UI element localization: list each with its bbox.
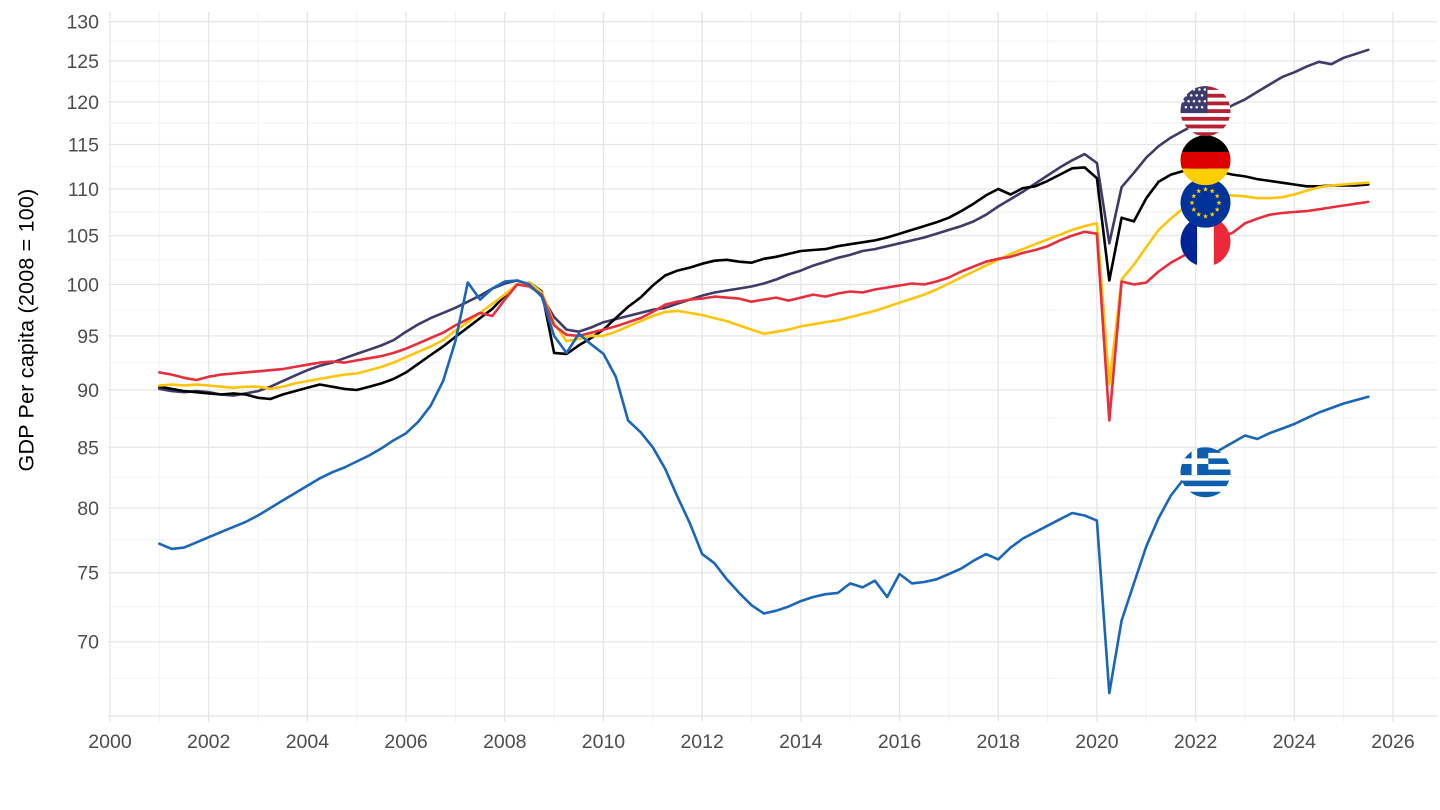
y-axis-tick-labels: 70 75 80 85 90 95 100 105 110 115 120 125 130 (66, 12, 99, 654)
y-tick-label: 130 (66, 12, 99, 34)
line-gr (158, 279, 1370, 695)
y-tick-label: 120 (66, 92, 99, 114)
x-axis-tick-labels: 2000 2002 2004 2006 2008 2010 2012 2014 2016 2018… (88, 731, 1414, 753)
x-tick-label: 2010 (582, 731, 626, 753)
x-tick-label: 2002 (187, 731, 230, 753)
y-tick-label: 80 (77, 498, 99, 520)
y-tick-label: 105 (66, 226, 99, 248)
y-tick-label: 75 (77, 563, 99, 585)
flag-us-icon (1180, 86, 1231, 137)
x-tick-label: 2018 (977, 731, 1020, 753)
x-tick-label: 2000 (88, 731, 132, 753)
flag-gr-icon (1180, 447, 1231, 498)
y-tick-label: 110 (68, 179, 99, 201)
x-tick-label: 2016 (878, 731, 921, 753)
x-tick-label: 2020 (1075, 731, 1119, 753)
y-tick-label: 90 (77, 380, 99, 402)
x-tick-label: 2008 (483, 731, 526, 753)
y-tick-label: 95 (77, 326, 99, 348)
line-de (158, 166, 1370, 401)
flag-eu-icon (1180, 177, 1231, 228)
gridlines-major (108, 12, 1437, 722)
y-tick-label: 85 (77, 437, 99, 459)
line-eu (158, 181, 1370, 391)
flag-de-icon (1180, 135, 1231, 186)
x-tick-label: 2012 (680, 731, 723, 753)
x-tick-label: 2024 (1273, 731, 1317, 753)
flag-fr-icon (1180, 216, 1231, 267)
y-tick-label: 125 (66, 51, 99, 73)
y-tick-label: 115 (68, 134, 99, 156)
y-tick-label: 100 (66, 274, 99, 296)
x-tick-label: 2022 (1174, 731, 1217, 753)
line-us (158, 48, 1370, 397)
x-tick-label: 2014 (779, 731, 823, 753)
x-tick-label: 2026 (1371, 731, 1414, 753)
line-fr (158, 200, 1370, 422)
x-tick-label: 2004 (286, 731, 330, 753)
y-axis-title: GDP Per capita (2008 = 100) (14, 188, 39, 472)
x-tick-label: 2006 (384, 731, 427, 753)
y-tick-label: 70 (77, 632, 99, 654)
